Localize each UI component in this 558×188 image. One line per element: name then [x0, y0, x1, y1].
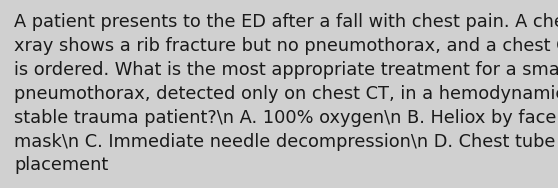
- Text: A patient presents to the ED after a fall with chest pain. A chest
xray shows a : A patient presents to the ED after a fal…: [14, 13, 558, 174]
